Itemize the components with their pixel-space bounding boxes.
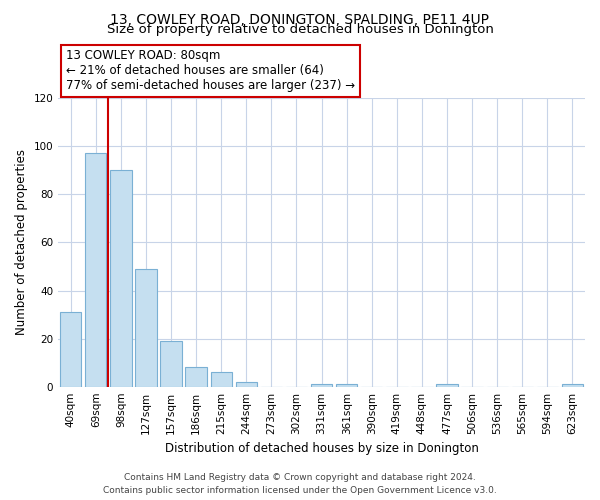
Bar [85,154,106,386]
Bar [436,384,458,386]
Bar [60,312,82,386]
Text: Contains HM Land Registry data © Crown copyright and database right 2024.
Contai: Contains HM Land Registry data © Crown c… [103,473,497,495]
X-axis label: Distribution of detached houses by size in Donington: Distribution of detached houses by size … [164,442,479,455]
Bar [110,170,131,386]
Text: 13 COWLEY ROAD: 80sqm
← 21% of detached houses are smaller (64)
77% of semi-deta: 13 COWLEY ROAD: 80sqm ← 21% of detached … [66,50,355,92]
Bar [562,384,583,386]
Bar [136,269,157,386]
Bar [236,382,257,386]
Bar [336,384,358,386]
Text: 13, COWLEY ROAD, DONINGTON, SPALDING, PE11 4UP: 13, COWLEY ROAD, DONINGTON, SPALDING, PE… [110,12,490,26]
Y-axis label: Number of detached properties: Number of detached properties [15,150,28,336]
Bar [160,341,182,386]
Bar [311,384,332,386]
Bar [211,372,232,386]
Bar [185,368,207,386]
Text: Size of property relative to detached houses in Donington: Size of property relative to detached ho… [107,22,493,36]
